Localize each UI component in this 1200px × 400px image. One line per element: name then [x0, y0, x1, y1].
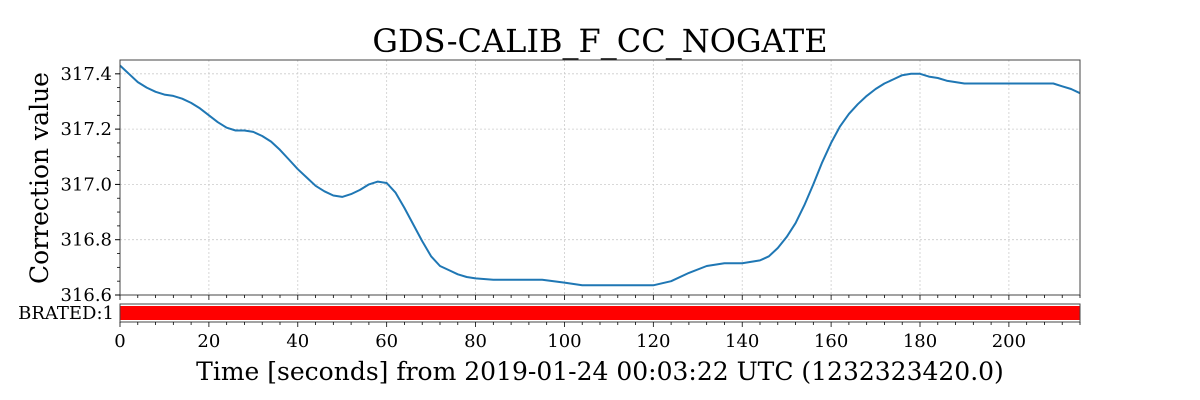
chart-title: GDS-CALIB_F_CC_NOGATE: [372, 22, 827, 60]
grid: [120, 60, 1080, 295]
plot-background: [120, 60, 1080, 295]
x-tick-label: 200: [992, 331, 1026, 352]
series-line: [119, 64, 1081, 287]
segment-label: BRATED:1: [18, 303, 114, 324]
x-tick-label: 40: [286, 331, 309, 352]
segment-bar: [120, 306, 1080, 320]
y-tick-label: 316.8: [60, 230, 112, 251]
y-axis-label: Correction value: [25, 72, 54, 284]
segment-bar-panel: BRATED:1 0 20 40 60 80 100 120 140 160 180 200: [18, 303, 1081, 352]
x-tick-label: 140: [725, 331, 759, 352]
x-tick-label: 100: [547, 331, 581, 352]
x-tick-label: 0: [114, 331, 125, 352]
x-tick-label: 20: [197, 331, 220, 352]
y-tick-label: 317.2: [60, 119, 112, 140]
y-axis-ticks: 316.6 316.8 317.0 317.2 317.4: [60, 64, 120, 306]
x-tick-label: 180: [903, 331, 937, 352]
main-plot-area: 316.6 316.8 317.0 317.2 317.4: [60, 59, 1081, 306]
x-tick-label: 160: [814, 331, 848, 352]
x-tick-label: 120: [636, 331, 670, 352]
x-axis-label: Time [seconds] from 2019-01-24 00:03:22 …: [196, 357, 1004, 386]
y-tick-label: 317.4: [60, 64, 112, 85]
x-axis-ticks-main: [119, 295, 1081, 300]
x-tick-label: 80: [464, 331, 487, 352]
y-tick-label: 316.6: [60, 285, 112, 306]
y-tick-label: 317.0: [60, 174, 112, 195]
x-tick-label: 60: [375, 331, 398, 352]
x-axis-ticks: 0 20 40 60 80 100 120 140 160 180 200: [114, 322, 1081, 352]
